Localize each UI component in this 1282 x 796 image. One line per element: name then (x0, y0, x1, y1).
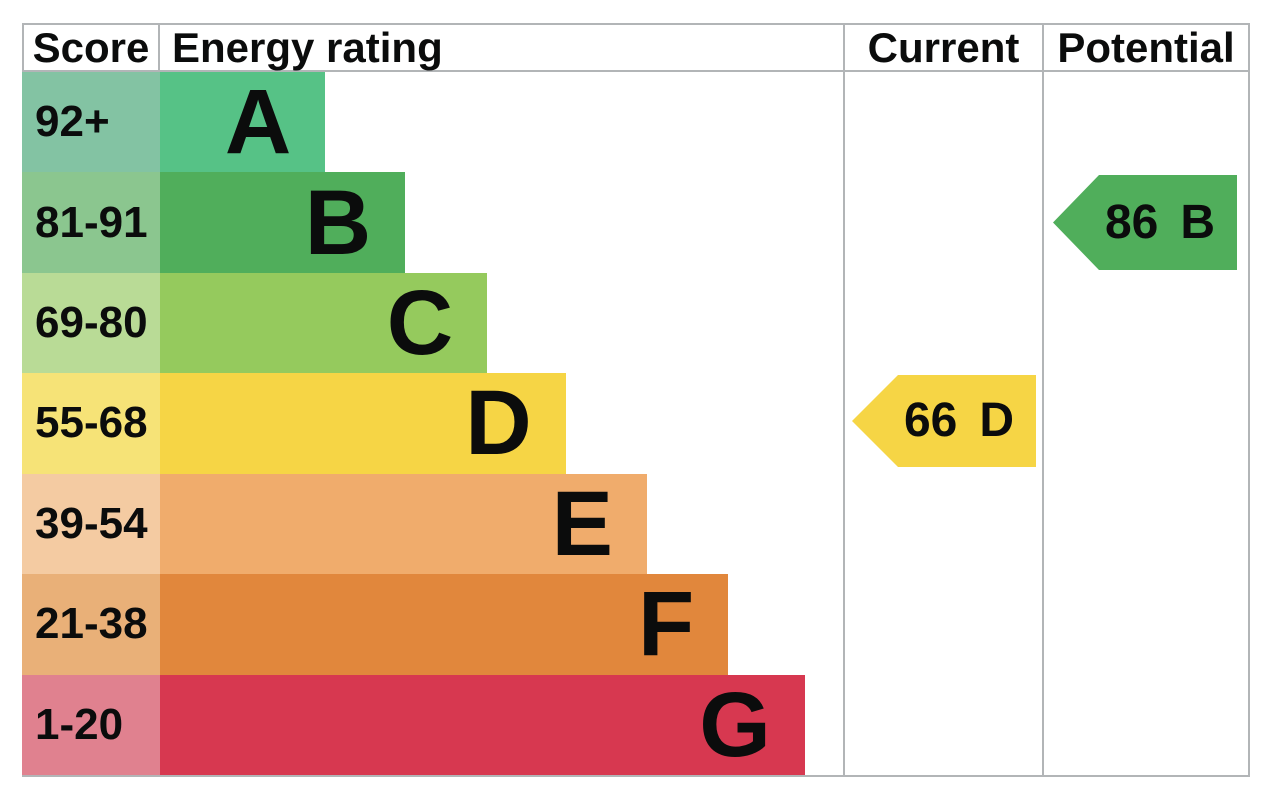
rating-bar-c: C (160, 272, 488, 375)
potential-rating-value: 86 (1104, 195, 1159, 249)
band-letter: G (699, 673, 771, 776)
score-cell-b: 81-91 (22, 172, 160, 273)
potential-column-cell (1042, 172, 1250, 273)
header-potential-label: Potential (1057, 23, 1235, 71)
current-column-cell (843, 674, 1042, 775)
bar-area-g: G (160, 673, 843, 776)
band-row-f: 21-38 F (22, 573, 1250, 676)
score-range-label: 39-54 (35, 498, 148, 548)
current-column-cell (843, 574, 1042, 675)
score-cell-g: 1-20 (22, 674, 160, 775)
bar-area-a: A (160, 71, 843, 174)
bar-area-f: F (160, 573, 843, 676)
header-current-label: Current (867, 23, 1020, 71)
score-cell-c: 69-80 (22, 272, 160, 374)
current-column-cell (843, 272, 1042, 374)
score-cell-a: 92+ (22, 72, 160, 173)
potential-column-cell (1042, 373, 1250, 474)
score-range-label: 92+ (35, 97, 110, 147)
band-rows: 92+ A 81-91 B (22, 72, 1250, 775)
bar-area-b: B (160, 171, 843, 274)
current-rating-value: 66 (903, 394, 958, 447)
rating-bar-g: G (160, 673, 805, 776)
potential-column-cell (1042, 674, 1250, 775)
rating-bar-e: E (160, 472, 647, 575)
band-letter: F (638, 573, 695, 676)
score-cell-e: 39-54 (22, 473, 160, 575)
header-energy-rating-label: Energy rating (172, 23, 443, 71)
score-cell-d: 55-68 (22, 373, 160, 474)
header-score-label: Score (32, 23, 150, 71)
band-letter: A (224, 71, 292, 174)
band-row-e: 39-54 E (22, 472, 1250, 575)
header-current: Current (843, 25, 1042, 70)
current-rating-pointer-icon: 66 D (852, 375, 1036, 467)
bar-area-c: C (160, 272, 843, 375)
epc-table: Score Energy rating Current Potential 92… (22, 23, 1250, 777)
header-potential: Potential (1042, 25, 1250, 70)
score-cell-f: 21-38 (22, 574, 160, 675)
current-column-cell (843, 473, 1042, 575)
rating-bar-d: D (160, 372, 566, 475)
score-range-label: 69-80 (35, 298, 148, 348)
header-score: Score (22, 25, 160, 70)
current-column-cell (843, 72, 1042, 173)
band-row-b: 81-91 B (22, 171, 1250, 274)
potential-column-cell (1042, 272, 1250, 374)
potential-column-cell (1042, 574, 1250, 675)
band-row-d: 55-68 D (22, 372, 1250, 475)
current-rating-letter: D (979, 394, 1015, 447)
current-column-cell (843, 172, 1042, 273)
current-column-cell (843, 373, 1042, 474)
score-range-label: 81-91 (35, 197, 148, 247)
band-row-c: 69-80 C (22, 272, 1250, 375)
bar-area-e: E (160, 472, 843, 575)
score-range-label: 21-38 (35, 599, 148, 649)
score-range-label: 1-20 (35, 699, 124, 749)
band-letter: C (386, 272, 454, 375)
score-range-label: 55-68 (35, 398, 148, 448)
rating-bar-b: B (160, 171, 406, 274)
band-letter: B (304, 171, 372, 274)
potential-column-cell (1042, 473, 1250, 575)
header-energy-rating: Energy rating (160, 25, 843, 70)
band-row-a: 92+ A (22, 71, 1250, 174)
band-row-g: 1-20 G (22, 673, 1250, 776)
potential-rating-letter: B (1180, 195, 1216, 249)
bar-area-d: D (160, 372, 843, 475)
header-row: Score Energy rating Current Potential (22, 23, 1250, 72)
rating-bar-a: A (160, 71, 326, 174)
band-letter: D (465, 372, 532, 475)
potential-column-cell (1042, 72, 1250, 173)
band-letter: E (551, 472, 613, 575)
rating-bar-f: F (160, 573, 729, 676)
